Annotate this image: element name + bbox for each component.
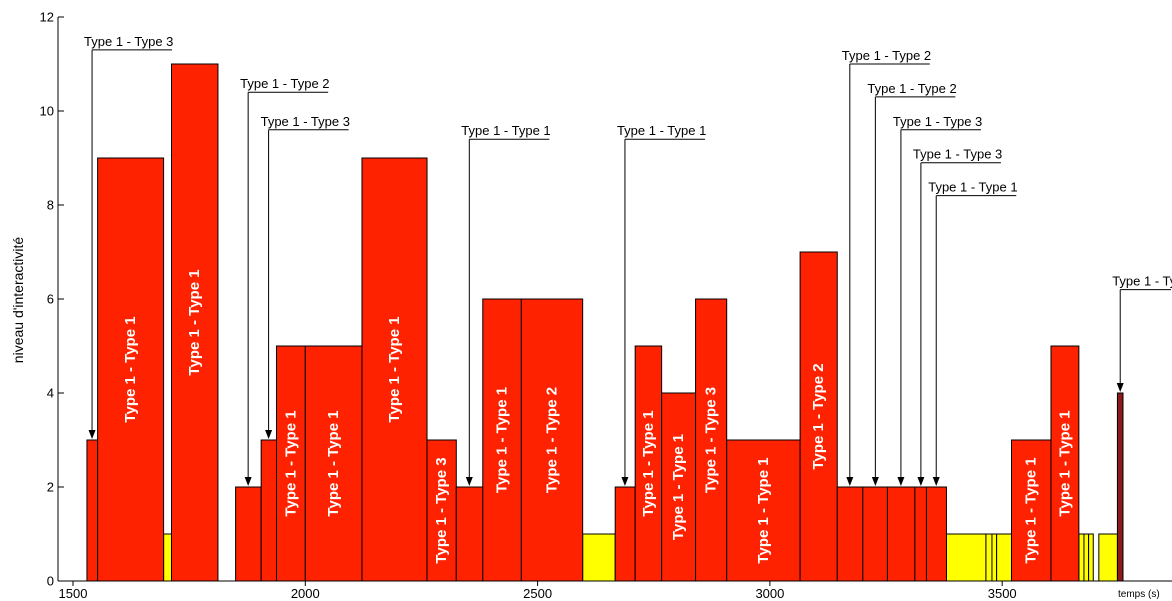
annotation-arrow (244, 477, 252, 486)
red-bar (482, 298, 522, 582)
red-bar (1010, 439, 1052, 582)
bar-label: Type 1 - Type 2 (544, 387, 561, 493)
annotation-arrow (917, 477, 925, 486)
yellow-bar (985, 533, 993, 582)
yellow-bar (945, 533, 987, 582)
red-bar (695, 298, 728, 582)
y-tick-label: 4 (47, 386, 54, 401)
x-axis-label: temps (s) (1118, 589, 1160, 600)
bar-label: Type 1 - Type 1 (325, 410, 342, 516)
y-axis-label: niveau d'interactivité (10, 237, 26, 364)
annotation-arrow (846, 477, 854, 486)
yellow-bar (1088, 533, 1094, 582)
y-tick-label: 2 (47, 480, 54, 495)
bar-label: Type 1 - Type 1 (282, 410, 299, 516)
bar-label: Type 1 - Type 1 (640, 410, 657, 516)
annotations: Type 1 - Type 3 Type 1 - Type 2 Type 1 - T… (84, 34, 1172, 486)
annotation-label: Type 1 - Type 3 (913, 147, 1002, 162)
red-bar (862, 486, 888, 582)
bar-label: Type 1 - Type 1 (122, 316, 139, 422)
bar-label: Type 1 - Type 3 (703, 387, 720, 493)
red-bar (886, 486, 916, 582)
bar-label: Type 1 - Type 1 (755, 457, 772, 563)
bar-label: Type 1 - Type 3 (433, 457, 450, 563)
annotation-arrow (932, 477, 940, 486)
annotation-label: Type 1 - Type 1 (928, 180, 1017, 195)
y-tick-label: 8 (47, 198, 54, 213)
y-tick-label: 12 (40, 10, 54, 25)
red-bar (799, 251, 838, 582)
annotation-label: Type 1 - Type 3 (261, 114, 350, 129)
red-bars: Type 1 - Type 1 Type 1 - Type 1 Type 1 - T… (86, 63, 1124, 582)
annotation-label: Type 1 - Type 1 (461, 123, 550, 138)
red-bar (661, 392, 697, 582)
red-bar (520, 298, 584, 582)
annotation-arrow (1116, 383, 1124, 392)
annotation-label: Type 1 - Type 3 (893, 114, 982, 129)
annotation-label: Type 1 - Type 2 (240, 76, 329, 91)
bar-label: Type 1 - Type 1 (1023, 457, 1040, 563)
annotation-arrow (897, 477, 905, 486)
red-bar (634, 345, 663, 582)
bar-label: Type 1 - Type 1 (186, 269, 203, 375)
ticks: 1500 2000 2500 3000 3500 0 2 4 6 8 10 12 (40, 10, 1017, 601)
x-tick-label: 2000 (291, 586, 320, 601)
darkred-bar (1116, 392, 1124, 582)
yellow-bar (1098, 533, 1118, 582)
x-tick-label: 1500 (59, 586, 88, 601)
yellow-bar (1078, 533, 1085, 582)
bar-label: Type 1 - Type 2 (810, 363, 827, 469)
yellow-bar (991, 533, 998, 582)
annotation-arrow (465, 477, 473, 486)
x-tick-label: 3000 (755, 586, 784, 601)
red-bar (455, 486, 484, 582)
annotation-arrow (88, 430, 96, 439)
annotation-label: Type 1 - Type 3 (84, 34, 173, 49)
red-bar (97, 157, 165, 582)
annotation-arrow (265, 430, 273, 439)
bar-label: Type 1 - Type 1 (1056, 410, 1073, 516)
bar-label: Type 1 - Type 1 (386, 316, 403, 422)
yellow-bar (582, 533, 616, 582)
yellow-bar (996, 533, 1012, 582)
red-bar (304, 345, 363, 582)
red-bar (914, 486, 927, 582)
y-tick-label: 0 (47, 574, 54, 589)
bar-label: Type 1 - Type 1 (670, 434, 687, 540)
red-bar (86, 439, 99, 582)
y-tick-label: 6 (47, 292, 54, 307)
yellow-bar (163, 533, 172, 582)
red-bar (235, 486, 262, 582)
annotation-label: Type 1 - Type 2 (842, 48, 931, 63)
red-bar (836, 486, 864, 582)
annotation-label: Type 1 - Type 1 (617, 123, 706, 138)
x-tick-label: 3500 (988, 586, 1017, 601)
red-bar (361, 157, 428, 582)
x-tick-label: 2500 (523, 586, 552, 601)
bar-label: Type 1 - Type 1 (494, 387, 511, 493)
red-bar (260, 439, 277, 582)
annotation-arrow (871, 477, 879, 486)
annotation-arrow (621, 477, 629, 486)
yellow-bar (1083, 533, 1090, 582)
red-bar (614, 486, 636, 582)
y-tick-label: 10 (40, 104, 54, 119)
annotation-label: Type 1 - Type 2 (867, 81, 956, 96)
red-bar (925, 486, 947, 582)
annotation-label: Type 1 - Type 2 (1112, 274, 1172, 289)
red-bar (1050, 345, 1080, 582)
